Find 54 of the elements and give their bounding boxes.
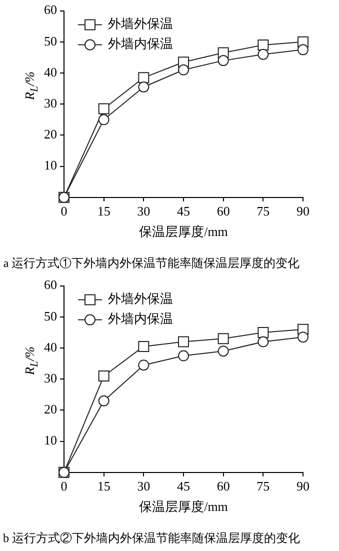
y-tick-label: 50 <box>44 308 57 324</box>
x-tick-label: 30 <box>137 204 150 219</box>
point <box>258 326 269 338</box>
point <box>98 395 110 406</box>
legend-label: 外墙外保温 <box>108 291 173 306</box>
y-tick-label: 50 <box>44 33 57 48</box>
point <box>178 350 189 362</box>
y-tick-label: 30 <box>44 96 57 111</box>
point <box>258 336 269 348</box>
point <box>258 48 269 60</box>
point <box>298 332 308 343</box>
point <box>178 64 189 76</box>
x-tick-label: 75 <box>256 204 270 219</box>
x-tick-label: 75 <box>256 478 270 494</box>
x-tick-label: 90 <box>296 204 310 219</box>
point <box>218 346 229 357</box>
y-tick-label: 20 <box>44 126 57 142</box>
y-tick-label: 60 <box>44 277 57 292</box>
point <box>178 336 189 348</box>
x-tick-label: 45 <box>177 478 190 494</box>
x-tick-label: 30 <box>137 478 150 494</box>
y-tick-label: 30 <box>44 370 57 386</box>
y-tick-label: 10 <box>44 158 57 173</box>
x-tick-label: 15 <box>97 204 110 219</box>
legend-label: 外墙外保温 <box>108 16 173 32</box>
legend-label: 外墙内保温 <box>108 311 173 326</box>
y-tick-label: 40 <box>44 64 57 80</box>
x-axis-title: 保温层厚度/mm <box>139 224 228 240</box>
point <box>98 103 110 114</box>
x-tick-label: 90 <box>296 478 310 494</box>
x-tick-label: 45 <box>177 204 190 219</box>
point <box>138 81 150 92</box>
x-tick-label: 0 <box>60 478 68 494</box>
y-tick-label: 60 <box>44 2 57 18</box>
text: a 运行方式①下外墙内外保温节能率随保温层厚度的变化 <box>3 256 300 270</box>
point <box>98 370 110 382</box>
x-tick-label: 60 <box>216 204 230 219</box>
y-tick-label: 20 <box>44 402 57 417</box>
point <box>98 114 110 126</box>
x-tick-label: 15 <box>97 478 110 494</box>
y-tick-label: 40 <box>44 339 57 354</box>
point <box>138 360 150 371</box>
point <box>298 44 308 56</box>
x-tick-label: 60 <box>216 478 230 494</box>
legend-label: 外墙内保温 <box>108 36 173 52</box>
x-axis-title: 保温层厚度/mm <box>139 499 228 514</box>
x-tick-label: 0 <box>60 204 68 219</box>
point <box>258 40 269 51</box>
point <box>218 55 229 66</box>
point <box>138 340 150 352</box>
point <box>218 333 229 344</box>
point <box>138 72 150 84</box>
y-tick-label: 10 <box>44 432 57 448</box>
text: b 运行方式②下外墙内外保温节能率随保温层厚度的变化 <box>3 530 300 545</box>
